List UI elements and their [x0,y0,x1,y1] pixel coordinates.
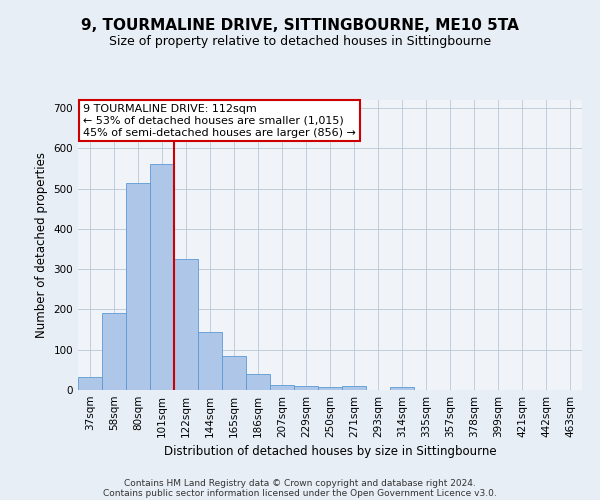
Bar [390,387,414,390]
Bar [174,259,198,390]
Bar [150,164,174,390]
Text: 9 TOURMALINE DRIVE: 112sqm
← 53% of detached houses are smaller (1,015)
45% of s: 9 TOURMALINE DRIVE: 112sqm ← 53% of deta… [83,104,356,138]
Bar [318,387,342,390]
Y-axis label: Number of detached properties: Number of detached properties [35,152,48,338]
Text: Contains public sector information licensed under the Open Government Licence v3: Contains public sector information licen… [103,488,497,498]
Bar [102,314,126,390]
Bar [246,374,270,390]
Bar [222,356,246,390]
Bar [342,386,366,390]
Text: Contains HM Land Registry data © Crown copyright and database right 2024.: Contains HM Land Registry data © Crown c… [124,478,476,488]
Bar [78,377,102,390]
Bar [198,332,222,390]
Text: Size of property relative to detached houses in Sittingbourne: Size of property relative to detached ho… [109,35,491,48]
Text: 9, TOURMALINE DRIVE, SITTINGBOURNE, ME10 5TA: 9, TOURMALINE DRIVE, SITTINGBOURNE, ME10… [81,18,519,32]
X-axis label: Distribution of detached houses by size in Sittingbourne: Distribution of detached houses by size … [164,446,496,458]
Bar [126,182,150,390]
Bar [270,385,294,390]
Bar [294,386,318,390]
